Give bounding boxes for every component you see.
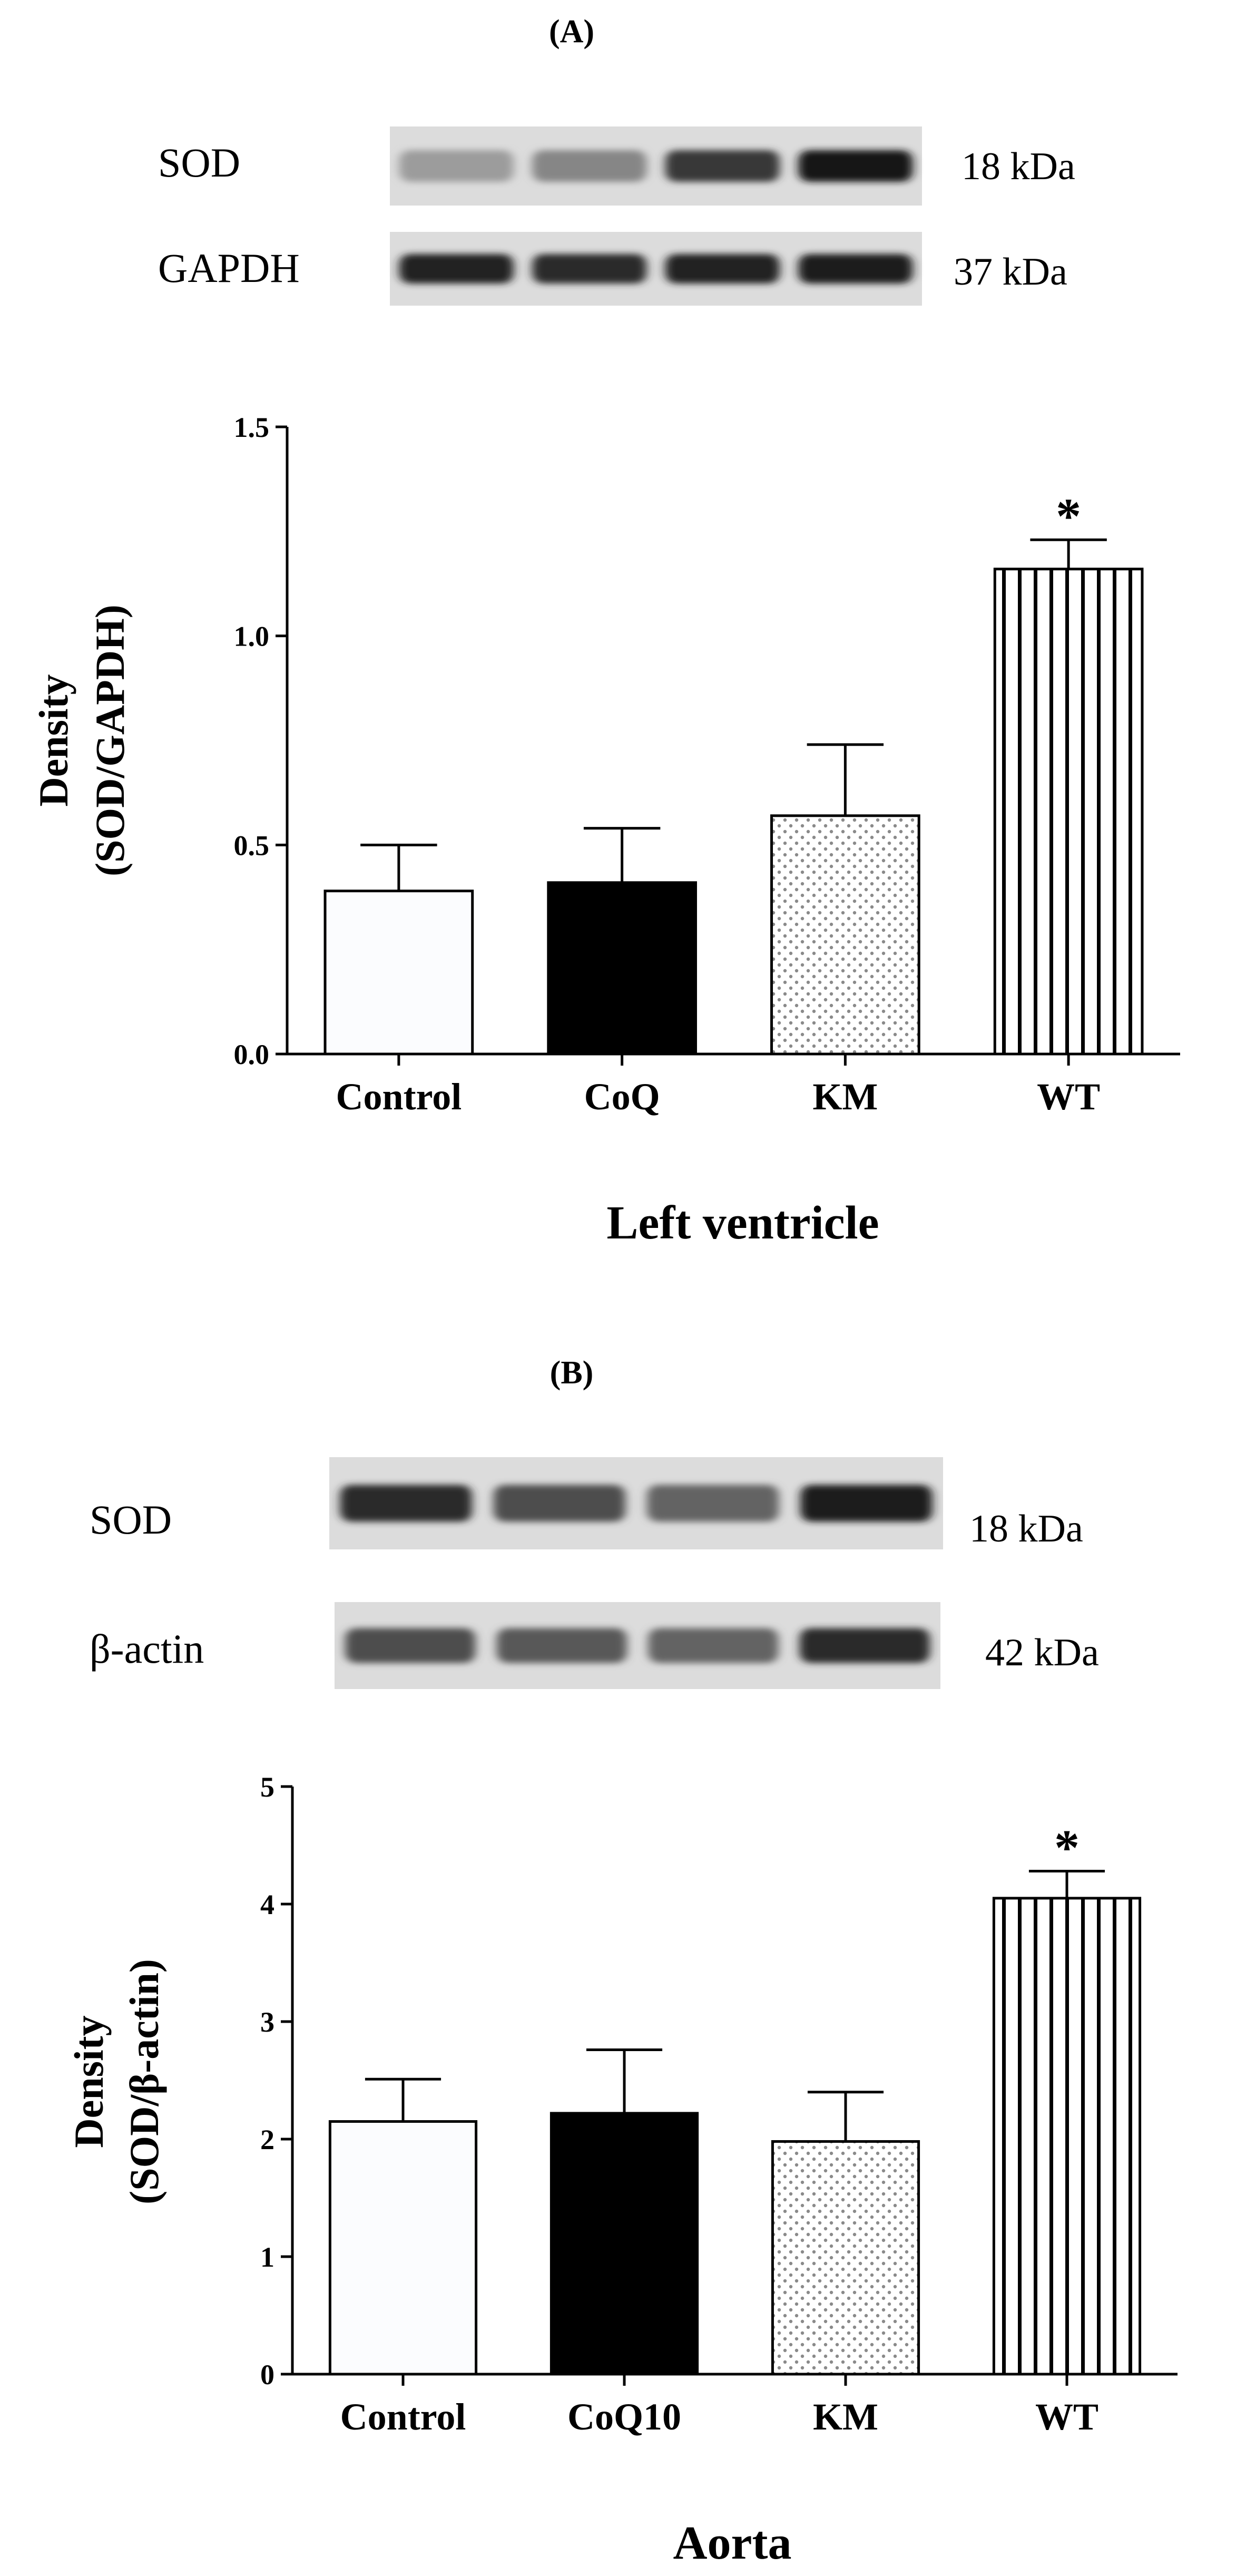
bar-coq10 — [550, 2112, 699, 2376]
panel-a-blot-top — [390, 126, 922, 206]
blot-band — [800, 1485, 933, 1522]
bar-control — [328, 2120, 478, 2376]
y-tick-label: 0.0 — [234, 1039, 270, 1070]
chart-a-ylabel-line1: Density — [31, 674, 76, 806]
x-tick-label: CoQ10 — [567, 2396, 681, 2438]
chart-b-xlabel: Aorta — [673, 2517, 792, 2569]
bar-km — [770, 814, 920, 1056]
chart-b: 0 1 2 3 4 5 Control CoQ10 KM WT * — [260, 1771, 1178, 2438]
y-tick-label: 0 — [260, 2359, 274, 2390]
panel-b-blot-top-name: SOD — [90, 1497, 172, 1543]
bar-coq — [547, 881, 697, 1056]
panel-a-label: (A) — [549, 14, 594, 50]
panel-a-blot-bottom-kda: 37 kDa — [954, 250, 1067, 294]
significance-marker: * — [1054, 1820, 1080, 1876]
x-tick-label: WT — [1037, 1076, 1100, 1118]
x-tick-label: WT — [1035, 2396, 1098, 2438]
blot-band — [648, 1628, 779, 1663]
x-tick-label: KM — [812, 1076, 878, 1118]
blot-band — [798, 254, 913, 284]
panel-b-blot-bottom-name: β-actin — [90, 1626, 204, 1672]
y-tick-label: 4 — [260, 1889, 274, 1920]
blot-band — [799, 1628, 930, 1663]
y-tick-label: 1 — [260, 2241, 274, 2273]
blot-band — [340, 1485, 472, 1522]
panel-b: (B) SOD 18 kDa β-actin 42 kDa 0 1 2 3 4 5 Cont… — [66, 1355, 1178, 2569]
blot-band — [399, 150, 514, 182]
panel-a-blot-top-kda: 18 kDa — [962, 145, 1075, 188]
y-tick-label: 0.5 — [234, 830, 270, 861]
y-tick-label: 1.5 — [234, 412, 270, 443]
blot-band — [798, 150, 913, 182]
y-tick-label: 2 — [260, 2124, 274, 2155]
chart-a: 0.0 0.5 1.0 1.5 Control CoQ KM WT * — [234, 412, 1180, 1118]
panel-a-blot-bottom-name: GAPDH — [158, 245, 300, 291]
bar-km — [771, 2140, 920, 2376]
bar-wt — [992, 1897, 1142, 2376]
chart-a-xlabel: Left ventricle — [606, 1197, 879, 1249]
bar-control — [323, 890, 474, 1056]
blot-band — [665, 150, 780, 182]
chart-b-ylabel-line2: (SOD/β-actin) — [121, 1959, 167, 2204]
panel-b-blot-bottom-kda: 42 kDa — [985, 1631, 1099, 1674]
x-tick-label: Control — [340, 2396, 466, 2438]
panel-a-blot-top-name: SOD — [158, 140, 240, 186]
y-tick-label: 1.0 — [234, 621, 270, 652]
chart-a-ylabel-line2: (SOD/GAPDH) — [87, 604, 133, 876]
x-tick-label: KM — [813, 2396, 878, 2438]
panel-b-blot-top-kda: 18 kDa — [969, 1507, 1083, 1550]
blot-band — [532, 254, 647, 284]
blot-band — [345, 1628, 476, 1663]
panel-a: (A) SOD 18 kDa GAPDH 37 kDa 0.0 0.5 1.0 1.5… — [31, 14, 1180, 1249]
significance-marker: * — [1056, 488, 1081, 544]
blot-band — [665, 254, 780, 284]
blot-band — [646, 1485, 779, 1522]
blot-band — [399, 254, 514, 284]
panel-b-blot-top — [329, 1457, 943, 1549]
y-tick-label: 5 — [260, 1771, 274, 1803]
chart-b-ylabel-line1: Density — [66, 2015, 112, 2148]
blot-band — [532, 150, 647, 182]
blot-band — [493, 1485, 626, 1522]
bar-wt — [993, 568, 1144, 1056]
blot-band — [496, 1628, 627, 1663]
x-tick-label: CoQ — [584, 1076, 660, 1118]
panel-b-blot-bottom — [335, 1602, 940, 1689]
y-tick-label: 3 — [260, 2006, 274, 2038]
panel-a-blot-bottom — [390, 232, 922, 306]
x-tick-label: Control — [336, 1076, 462, 1118]
panel-b-label: (B) — [550, 1355, 594, 1391]
